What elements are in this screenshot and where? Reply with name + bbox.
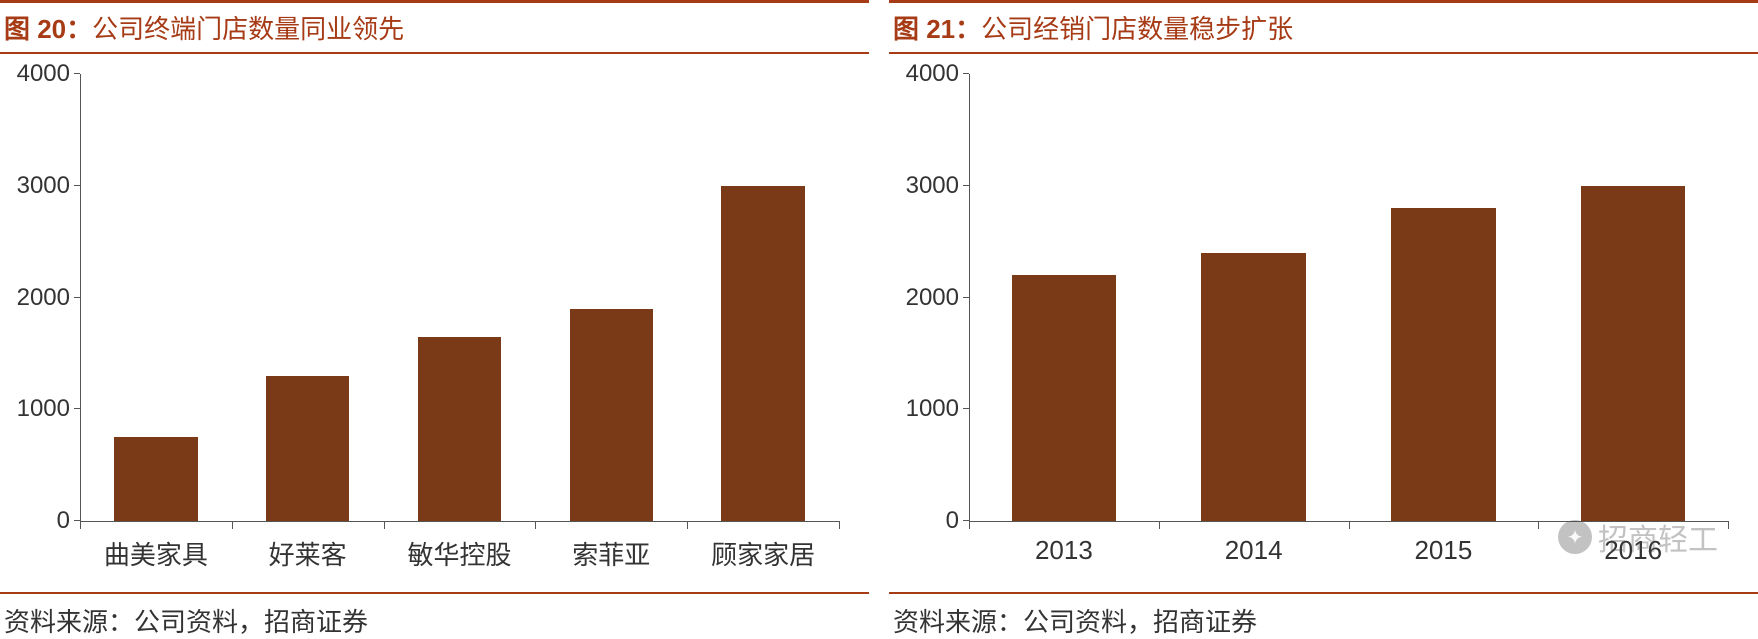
x-label: 顾家家居 xyxy=(711,535,815,572)
x-tick-mark xyxy=(1159,521,1160,529)
right-chart-wrap: 0 1000 2000 3000 4000 2013 2014 2015 2016 xyxy=(889,54,1758,592)
right-plot: 010002000300040002013201420152016 xyxy=(969,74,1728,522)
x-tick-mark xyxy=(80,521,81,529)
y-tick-mark xyxy=(74,185,80,186)
y-tick-mark xyxy=(74,408,80,409)
x-label: 2016 xyxy=(1604,535,1662,566)
right-title-bar: 图 21：公司经销门店数量稳步扩张 xyxy=(889,0,1758,54)
y-tick-mark xyxy=(74,297,80,298)
bar xyxy=(266,376,349,521)
right-panel: 图 21：公司经销门店数量稳步扩张 0 1000 2000 3000 4000 2013 2… xyxy=(889,0,1758,639)
x-tick-mark xyxy=(1538,521,1539,529)
y-tick-mark xyxy=(963,408,969,409)
x-tick-mark xyxy=(839,521,840,529)
bar xyxy=(114,437,197,521)
bar xyxy=(1581,186,1685,521)
y-tick-mark xyxy=(74,73,80,74)
x-tick-mark xyxy=(232,521,233,529)
y-tick-label: 2000 xyxy=(10,284,70,312)
y-tick-label: 0 xyxy=(10,507,70,535)
x-label: 2013 xyxy=(1035,535,1093,566)
y-tick-label: 4000 xyxy=(10,60,70,88)
x-label: 敏华控股 xyxy=(407,535,511,572)
left-chart-area: 01000200030004000曲美家具好莱客敏华控股索菲亚顾家家居 xyxy=(80,74,859,582)
left-title-text: 公司终端门店数量同业领先 xyxy=(92,14,404,44)
x-label: 索菲亚 xyxy=(572,535,650,572)
right-chart-area: 010002000300040002013201420152016 xyxy=(969,74,1748,582)
bar xyxy=(1391,208,1495,521)
left-title-bar: 图 20：公司终端门店数量同业领先 xyxy=(0,0,869,54)
left-panel: 图 20：公司终端门店数量同业领先 0 1000 2000 3000 4000 曲美家具 好… xyxy=(0,0,869,639)
x-tick-mark xyxy=(535,521,536,529)
x-tick-mark xyxy=(969,521,970,529)
x-tick-mark xyxy=(687,521,688,529)
y-tick-mark xyxy=(963,73,969,74)
y-tick-mark xyxy=(963,297,969,298)
x-label: 2014 xyxy=(1225,535,1283,566)
left-title-prefix: 图 20： xyxy=(4,14,92,44)
y-tick-label: 1000 xyxy=(899,395,959,423)
y-tick-mark xyxy=(963,185,969,186)
y-tick-label: 4000 xyxy=(899,60,959,88)
bar xyxy=(721,186,804,521)
y-tick-label: 3000 xyxy=(899,172,959,200)
bar xyxy=(1201,253,1305,521)
y-tick-label: 3000 xyxy=(10,172,70,200)
x-label: 曲美家具 xyxy=(104,535,208,572)
x-tick-mark xyxy=(384,521,385,529)
right-source: 资料来源：公司资料，招商证券 xyxy=(889,592,1758,639)
right-title-text: 公司经销门店数量稳步扩张 xyxy=(981,14,1293,44)
x-label: 2015 xyxy=(1414,535,1472,566)
left-chart-wrap: 0 1000 2000 3000 4000 曲美家具 好莱客 敏华控股 索菲亚 顾家家居 xyxy=(0,54,869,592)
y-tick-label: 1000 xyxy=(10,395,70,423)
bar xyxy=(1012,275,1116,521)
y-tick-label: 2000 xyxy=(899,284,959,312)
right-title-prefix: 图 21： xyxy=(893,14,981,44)
x-label: 好莱客 xyxy=(269,535,347,572)
x-tick-mark xyxy=(1728,521,1729,529)
bar xyxy=(570,309,653,521)
bar xyxy=(418,337,501,521)
left-plot: 01000200030004000曲美家具好莱客敏华控股索菲亚顾家家居 xyxy=(80,74,839,522)
left-source: 资料来源：公司资料，招商证券 xyxy=(0,592,869,639)
x-tick-mark xyxy=(1349,521,1350,529)
y-tick-label: 0 xyxy=(899,507,959,535)
